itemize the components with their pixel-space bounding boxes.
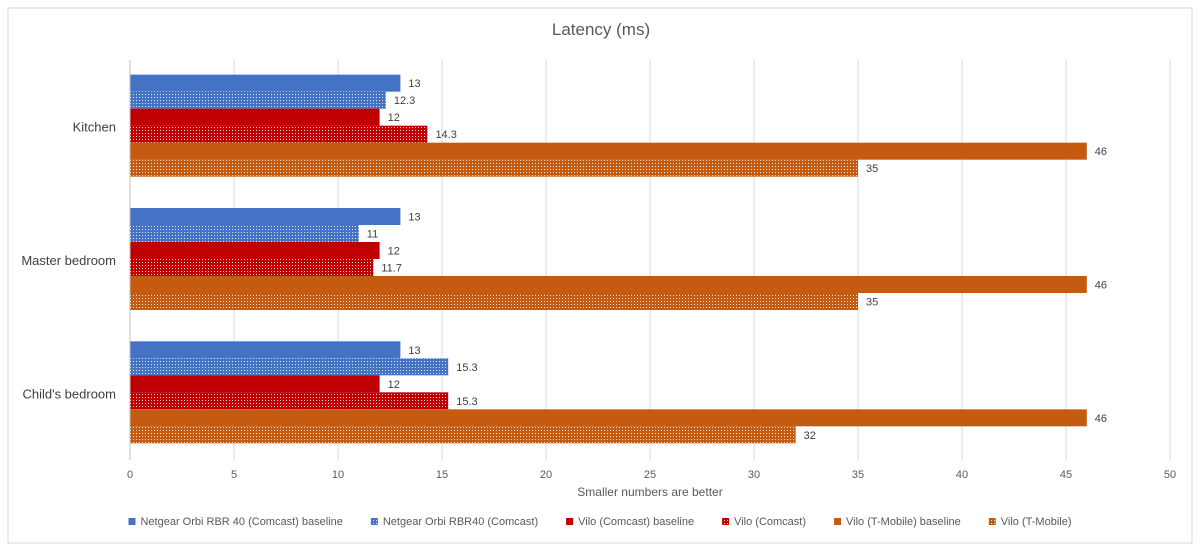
data-labels: 13 12.3 12 14.3 46 35 13 11 12 11.7 46 35 13 15.3 12 15… [367,78,1107,442]
legend-item-vilo-t-mobile: Vilo (T-Mobile) [988,516,1072,528]
data-label-kitchen-vilo-t-mobile-baseline: 46 [1095,146,1107,158]
chart-title: Latency (ms) [552,20,650,39]
bars [130,74,1087,444]
bar-child-s-bedroom-vilo-comcast-baseline [130,375,380,393]
category-label-child-s-bedroom: Child's bedroom [22,386,116,401]
x-tick-label-25: 25 [644,469,656,481]
data-label-kitchen-netgear-orbi-rbr40-comcast: 12.3 [394,95,415,107]
data-label-child-s-bedroom-vilo-t-mobile-baseline: 46 [1095,413,1107,425]
x-tick-label-30: 30 [748,469,760,481]
bar-master-bedroom-netgear-orbi-rbr40-comcast [130,225,359,242]
legend-label-vilo-t-mobile-baseline: Vilo (T-Mobile) baseline [846,516,961,528]
bar-kitchen-netgear-orbi-rbr-40-comcast-baseline [130,74,401,92]
data-label-master-bedroom-vilo-t-mobile-baseline: 46 [1095,280,1107,292]
x-tick-label-0: 0 [127,469,133,481]
bar-child-s-bedroom-vilo-t-mobile-baseline [130,409,1087,427]
x-axis-title: Smaller numbers are better [577,485,722,499]
data-label-master-bedroom-vilo-comcast: 11.7 [381,263,402,275]
legend-swatch-vilo-comcast-baseline [566,518,574,525]
bar-kitchen-vilo-t-mobile [130,159,858,177]
bar-child-s-bedroom-netgear-orbi-rbr-40-comcast-baseline [130,341,401,359]
data-label-kitchen-vilo-comcast: 14.3 [435,129,456,141]
x-tick-label-20: 20 [540,469,552,481]
legend: Netgear Orbi RBR 40 (Comcast) baseline Ne… [128,516,1072,528]
x-tick-label-10: 10 [332,469,344,481]
data-label-kitchen-vilo-comcast-baseline: 12 [388,112,400,124]
legend-label-netgear-orbi-rbr-40-comcast-baseline: Netgear Orbi RBR 40 (Comcast) baseline [140,516,342,528]
data-label-child-s-bedroom-netgear-orbi-rbr-40-comcast-baseline: 13 [408,345,420,357]
bar-master-bedroom-vilo-comcast [130,259,374,276]
legend-item-netgear-orbi-rbr40-comcast: Netgear Orbi RBR40 (Comcast) [370,516,538,528]
legend-label-vilo-t-mobile: Vilo (T-Mobile) [1001,516,1072,528]
bar-child-s-bedroom-vilo-comcast [130,392,449,410]
x-tick-label-50: 50 [1164,469,1176,481]
bar-child-s-bedroom-vilo-t-mobile [130,426,796,444]
x-tick-label-5: 5 [231,469,237,481]
bar-master-bedroom-vilo-t-mobile [130,293,858,310]
x-tick-label-35: 35 [852,469,864,481]
legend-swatch-netgear-orbi-rbr-40-comcast-baseline [128,518,136,525]
data-label-child-s-bedroom-netgear-orbi-rbr40-comcast: 15.3 [456,362,477,374]
legend-item-vilo-t-mobile-baseline: Vilo (T-Mobile) baseline [834,516,961,528]
legend-item-vilo-comcast-baseline: Vilo (Comcast) baseline [566,516,694,528]
bar-kitchen-vilo-comcast-baseline [130,108,380,126]
bar-child-s-bedroom-netgear-orbi-rbr40-comcast [130,358,449,376]
data-label-master-bedroom-vilo-t-mobile: 35 [866,297,878,309]
bar-kitchen-vilo-t-mobile-baseline [130,142,1087,160]
x-tick-label-40: 40 [956,469,968,481]
data-label-kitchen-vilo-t-mobile: 35 [866,163,878,175]
bar-kitchen-netgear-orbi-rbr40-comcast [130,91,386,109]
data-label-master-bedroom-vilo-comcast-baseline: 12 [388,246,400,258]
legend-label-vilo-comcast-baseline: Vilo (Comcast) baseline [578,516,694,528]
data-label-master-bedroom-netgear-orbi-rbr40-comcast: 11 [367,229,378,241]
bar-kitchen-vilo-comcast [130,125,428,143]
data-label-child-s-bedroom-vilo-comcast-baseline: 12 [388,379,400,391]
legend-label-vilo-comcast: Vilo (Comcast) [734,516,806,528]
category-label-kitchen: Kitchen [73,120,116,135]
data-label-kitchen-netgear-orbi-rbr-40-comcast-baseline: 13 [408,78,420,90]
axes: 0 5 10 15 20 25 30 35 40 45 50 Kitchen Master bedroo… [21,60,1176,481]
bar-master-bedroom-netgear-orbi-rbr-40-comcast-baseline [130,208,401,225]
legend-swatch-vilo-t-mobile [988,518,996,525]
x-tick-label-45: 45 [1060,469,1072,481]
data-label-child-s-bedroom-vilo-comcast: 15.3 [456,396,477,408]
category-label-master-bedroom: Master bedroom [21,253,116,268]
x-tick-label-15: 15 [436,469,448,481]
legend-item-netgear-orbi-rbr-40-comcast-baseline: Netgear Orbi RBR 40 (Comcast) baseline [128,516,343,528]
legend-item-vilo-comcast: Vilo (Comcast) [722,516,806,528]
legend-swatch-vilo-t-mobile-baseline [834,518,842,525]
bar-master-bedroom-vilo-comcast-baseline [130,242,380,259]
legend-swatch-vilo-comcast [722,518,730,525]
data-label-master-bedroom-netgear-orbi-rbr-40-comcast-baseline: 13 [408,212,420,224]
bar-master-bedroom-vilo-t-mobile-baseline [130,276,1087,293]
legend-label-netgear-orbi-rbr40-comcast: Netgear Orbi RBR40 (Comcast) [383,516,538,528]
legend-swatch-netgear-orbi-rbr40-comcast [370,518,378,525]
data-label-child-s-bedroom-vilo-t-mobile: 32 [804,430,816,442]
